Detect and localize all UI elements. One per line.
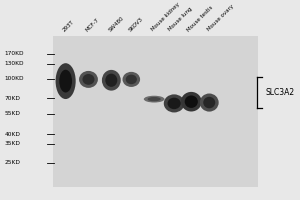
Text: MCF-7: MCF-7 <box>85 17 100 32</box>
Ellipse shape <box>203 97 215 108</box>
Text: SLC3A2: SLC3A2 <box>266 88 295 97</box>
Text: 25KD: 25KD <box>4 160 20 165</box>
Ellipse shape <box>59 70 72 93</box>
Ellipse shape <box>126 75 137 84</box>
Ellipse shape <box>167 98 181 109</box>
FancyBboxPatch shape <box>82 74 94 76</box>
Ellipse shape <box>181 92 202 112</box>
Ellipse shape <box>200 94 219 112</box>
Ellipse shape <box>185 95 198 108</box>
Ellipse shape <box>122 72 140 87</box>
Text: 35KD: 35KD <box>4 141 20 146</box>
Ellipse shape <box>164 94 184 112</box>
Ellipse shape <box>105 74 117 87</box>
Text: Mouse ovary: Mouse ovary <box>206 4 235 32</box>
Ellipse shape <box>56 63 76 99</box>
Text: Mouse lung: Mouse lung <box>168 6 194 32</box>
Ellipse shape <box>148 97 161 101</box>
Ellipse shape <box>79 71 98 88</box>
Text: 170KD: 170KD <box>4 51 24 56</box>
Text: SW480: SW480 <box>108 15 125 32</box>
Text: 100KD: 100KD <box>4 76 24 81</box>
Text: Mouse kidney: Mouse kidney <box>151 2 181 32</box>
Text: 55KD: 55KD <box>4 111 20 116</box>
Text: 40KD: 40KD <box>4 132 20 137</box>
Text: 70KD: 70KD <box>4 96 20 101</box>
Ellipse shape <box>144 96 164 103</box>
Ellipse shape <box>102 70 121 91</box>
Text: 130KD: 130KD <box>4 61 24 66</box>
Ellipse shape <box>82 74 94 85</box>
Text: 293T: 293T <box>62 19 75 32</box>
Text: Mouse testis: Mouse testis <box>186 4 214 32</box>
FancyBboxPatch shape <box>53 36 258 187</box>
Text: SKOV3: SKOV3 <box>128 16 144 32</box>
